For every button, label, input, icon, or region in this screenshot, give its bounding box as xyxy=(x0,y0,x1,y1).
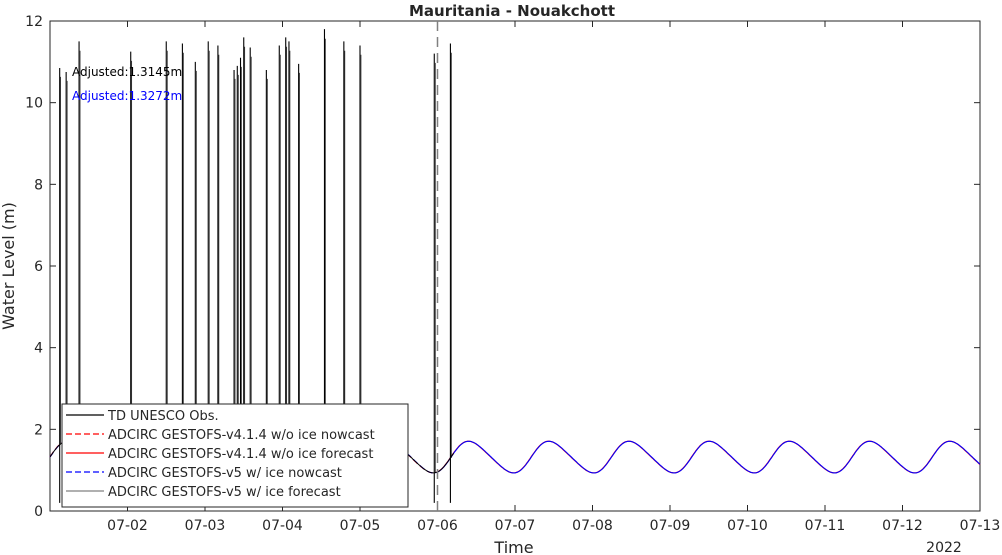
legend-label: ADCIRC GESTOFS-v5 w/ ice forecast xyxy=(108,485,341,500)
x-tick-label: 07-12 xyxy=(882,518,923,534)
legend: TD UNESCO Obs. ADCIRC GESTOFS-v4.1.4 w/o … xyxy=(61,403,409,508)
x-tick-label: 07-05 xyxy=(340,518,381,534)
legend-label: ADCIRC GESTOFS-v4.1.4 w/o ice forecast xyxy=(108,447,373,462)
plot-area: 0 2 4 6 8 10 12 07-02 07-03 07-04 07-05 07-06 07-07 0… xyxy=(25,14,1000,534)
x-tick-label: 07-11 xyxy=(805,518,846,534)
year-label: 2022 xyxy=(926,540,962,555)
y-tick-label: 6 xyxy=(34,259,43,275)
legend-label: TD UNESCO Obs. xyxy=(107,409,219,424)
legend-label: ADCIRC GESTOFS-v5 w/ ice nowcast xyxy=(108,466,342,481)
x-tick-label: 07-10 xyxy=(727,518,768,534)
y-tick-label: 8 xyxy=(34,177,43,193)
x-tick-label: 07-09 xyxy=(650,518,691,534)
annotation-text: Adjusted:1.3145m xyxy=(72,65,182,79)
x-tick-label: 07-03 xyxy=(185,518,226,534)
x-axis-label: Time xyxy=(493,538,533,555)
annotation-text: Adjusted:1.3272m xyxy=(72,89,182,103)
x-tick-label: 07-06 xyxy=(417,518,458,534)
x-tick-label: 07-13 xyxy=(960,518,1001,534)
legend-box xyxy=(61,403,409,508)
y-tick-label: 2 xyxy=(34,422,43,438)
x-tick-label: 07-07 xyxy=(495,518,536,534)
chart-title: Mauritania - Nouakchott xyxy=(409,2,615,20)
y-tick-label: 4 xyxy=(34,341,43,357)
series-v5-forecast xyxy=(437,440,981,474)
y-tick-label: 10 xyxy=(25,96,43,112)
y-tick-label: 0 xyxy=(34,504,43,520)
y-axis-label: Water Level (m) xyxy=(0,202,18,330)
legend-label: ADCIRC GESTOFS-v4.1.4 w/o ice nowcast xyxy=(108,428,375,443)
x-tick-label: 07-02 xyxy=(107,518,148,534)
x-tick-label: 07-08 xyxy=(572,518,613,534)
y-tick-label: 12 xyxy=(25,14,43,30)
x-tick-label: 07-04 xyxy=(262,518,303,534)
